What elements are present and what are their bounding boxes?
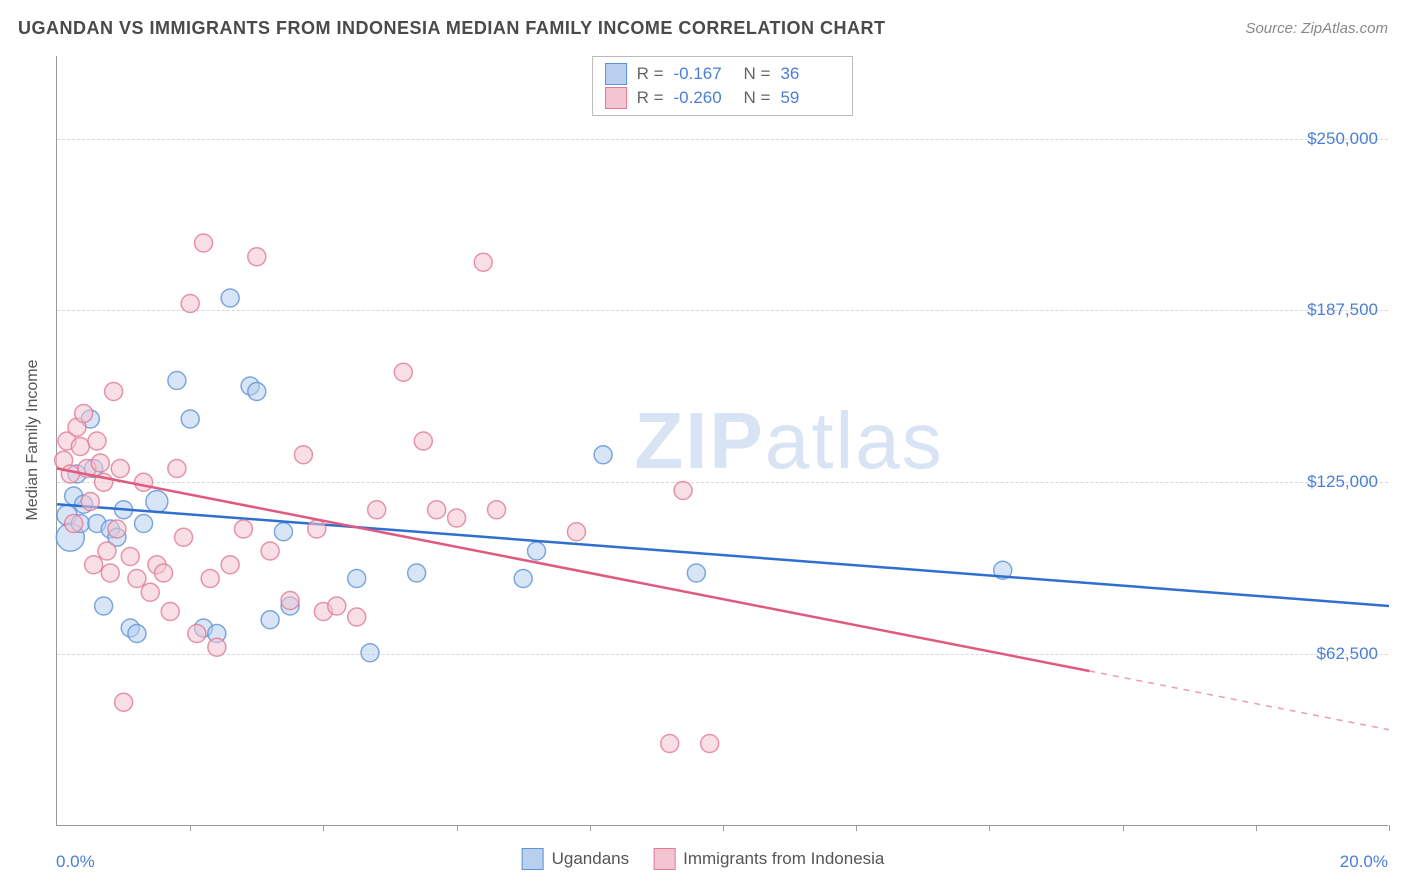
data-point [121, 548, 139, 566]
data-point [105, 383, 123, 401]
data-point [248, 248, 266, 266]
data-point [146, 491, 168, 513]
data-point [394, 363, 412, 381]
data-point [81, 493, 99, 511]
plot-area: ZIPatlas $62,500$125,000$187,500$250,000… [56, 56, 1388, 826]
data-point [261, 611, 279, 629]
data-point [128, 570, 146, 588]
data-point [181, 410, 199, 428]
data-point [274, 523, 292, 541]
data-point [115, 693, 133, 711]
data-point [168, 372, 186, 390]
x-tick [723, 825, 724, 831]
trend-line-extrapolated [1089, 671, 1389, 730]
data-point [201, 570, 219, 588]
x-tick [190, 825, 191, 831]
y-axis-label: Median Family Income [24, 360, 42, 521]
data-point [71, 438, 89, 456]
x-tick [1256, 825, 1257, 831]
data-point [488, 501, 506, 519]
data-point [567, 523, 585, 541]
data-point [361, 644, 379, 662]
x-tick [457, 825, 458, 831]
data-point [208, 638, 226, 656]
data-point [188, 625, 206, 643]
data-point [281, 592, 299, 610]
data-point [328, 597, 346, 615]
data-point [448, 509, 466, 527]
source-label: Source: ZipAtlas.com [1245, 20, 1388, 37]
data-point [368, 501, 386, 519]
data-point [175, 528, 193, 546]
legend-label: Immigrants from Indonesia [683, 849, 884, 869]
scatter-plot [57, 56, 1388, 825]
data-point [101, 564, 119, 582]
data-point [75, 405, 93, 423]
x-tick [323, 825, 324, 831]
data-point [514, 570, 532, 588]
data-point [474, 253, 492, 271]
data-point [168, 460, 186, 478]
data-point [221, 556, 239, 574]
data-point [181, 295, 199, 313]
data-point [221, 289, 239, 307]
data-point [195, 234, 213, 252]
data-point [61, 465, 79, 483]
data-point [674, 482, 692, 500]
data-point [294, 446, 312, 464]
data-point [701, 735, 719, 753]
data-point [95, 597, 113, 615]
data-point [88, 432, 106, 450]
data-point [408, 564, 426, 582]
data-point [687, 564, 705, 582]
legend-label: Ugandans [552, 849, 630, 869]
data-point [348, 608, 366, 626]
data-point [528, 542, 546, 560]
x-tick [1123, 825, 1124, 831]
data-point [65, 515, 83, 533]
x-axis-max-label: 20.0% [1340, 852, 1388, 872]
chart-title: UGANDAN VS IMMIGRANTS FROM INDONESIA MED… [18, 18, 886, 39]
data-point [135, 515, 153, 533]
trend-line [57, 504, 1389, 606]
legend: Ugandans Immigrants from Indonesia [522, 848, 885, 870]
x-tick [590, 825, 591, 831]
data-point [661, 735, 679, 753]
legend-entry: Ugandans [522, 848, 630, 870]
x-tick [1389, 825, 1390, 831]
data-point [141, 583, 159, 601]
data-point [128, 625, 146, 643]
data-point [111, 460, 129, 478]
swatch-icon [522, 848, 544, 870]
data-point [85, 556, 103, 574]
data-point [248, 383, 266, 401]
swatch-icon [653, 848, 675, 870]
x-axis-min-label: 0.0% [56, 852, 95, 872]
data-point [414, 432, 432, 450]
data-point [308, 520, 326, 538]
data-point [155, 564, 173, 582]
data-point [234, 520, 252, 538]
data-point [91, 454, 109, 472]
data-point [135, 473, 153, 491]
data-point [261, 542, 279, 560]
data-point [594, 446, 612, 464]
x-tick [989, 825, 990, 831]
data-point [108, 520, 126, 538]
data-point [428, 501, 446, 519]
legend-entry: Immigrants from Indonesia [653, 848, 884, 870]
data-point [348, 570, 366, 588]
data-point [161, 603, 179, 621]
data-point [98, 542, 116, 560]
x-tick [856, 825, 857, 831]
